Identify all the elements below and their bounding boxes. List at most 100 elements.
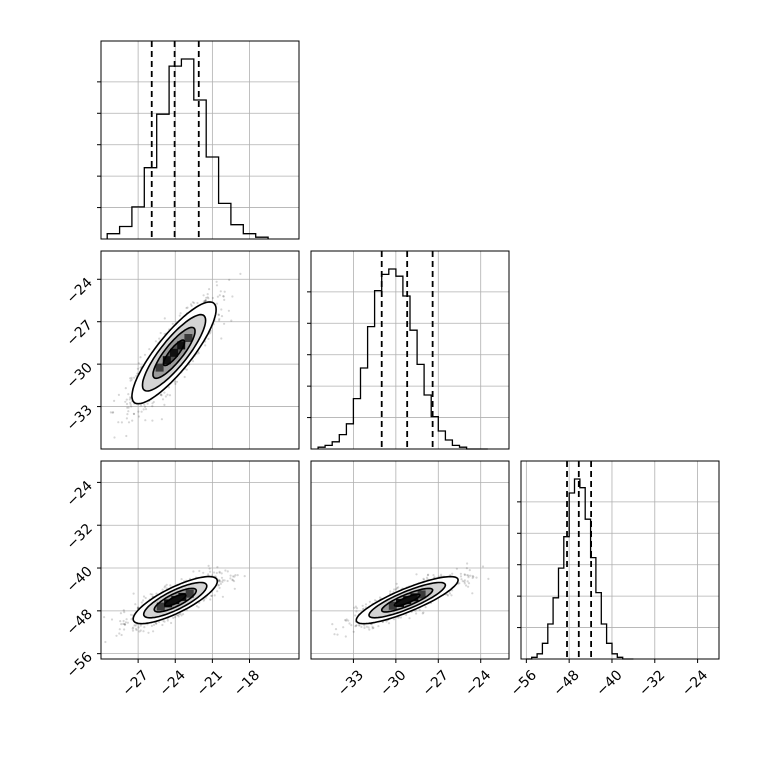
scatter-point <box>122 619 125 623</box>
scatter-point <box>342 626 345 629</box>
panel-frame-2-0 <box>100 460 300 660</box>
density-cell <box>184 334 193 342</box>
scatter-point <box>471 574 474 578</box>
scatter-point <box>209 570 212 573</box>
scatter-point <box>129 613 133 616</box>
scatter-point <box>467 576 470 579</box>
scatter-point <box>174 382 177 385</box>
scatter-point <box>217 313 220 317</box>
scatter-point <box>216 566 219 569</box>
scatter-point <box>207 337 210 340</box>
contour-2-2-0 <box>153 587 198 613</box>
scatter-point <box>217 584 220 587</box>
scatter-point <box>178 314 181 317</box>
scatter-point <box>118 628 121 631</box>
scatter-point <box>131 419 134 422</box>
scatter-point <box>378 596 382 599</box>
scatter-point <box>129 401 132 404</box>
scatter-point <box>221 579 224 582</box>
scatter-point <box>209 331 212 334</box>
y-tick-label-p1-3: −24 <box>64 275 96 307</box>
scatter-point <box>221 595 224 598</box>
scatter-point <box>133 624 136 627</box>
scatter-point <box>463 582 466 585</box>
scatter-point <box>371 625 374 629</box>
scatter-point <box>196 301 199 305</box>
scatter-point <box>207 297 210 300</box>
scatter-point <box>361 604 364 607</box>
scatter-point <box>117 393 120 396</box>
scatter-point <box>129 396 132 399</box>
density-cell <box>177 341 186 350</box>
scatter-point <box>427 573 430 576</box>
scatter-point <box>144 408 148 411</box>
ticks <box>97 81 699 663</box>
scatter-point <box>163 403 166 406</box>
scatter-point <box>210 594 213 598</box>
scatter-point <box>180 578 183 581</box>
scatter-point <box>213 594 216 597</box>
scatter-point <box>123 611 126 614</box>
scatter-point <box>127 406 130 409</box>
scatter-point <box>139 629 142 632</box>
scatter-point <box>347 619 350 622</box>
scatter-point <box>140 410 143 413</box>
scatter-point <box>397 586 400 589</box>
scatter-point <box>144 596 147 600</box>
scatter-point <box>139 624 142 627</box>
x-tick-label-p1-3: −24 <box>462 667 494 699</box>
scatter-point <box>120 633 123 637</box>
scatter-point <box>368 628 371 631</box>
scatter-point <box>209 598 212 601</box>
x-tick-label-p2-0: −56 <box>508 667 540 699</box>
panel-frames <box>100 40 720 660</box>
scatter-point <box>115 634 118 637</box>
scatter-point <box>152 623 156 627</box>
scatter-point <box>373 599 377 602</box>
scatter-point <box>396 587 399 590</box>
scatter-point <box>348 622 351 625</box>
scatter-point <box>136 367 139 370</box>
scatter-point <box>202 294 205 297</box>
scatter-point <box>190 304 193 307</box>
scatter-point <box>170 621 173 625</box>
scatter-point <box>227 309 230 312</box>
scatter-point <box>231 579 234 582</box>
x-tick-label-p0-3: −18 <box>231 667 263 699</box>
scatter-point <box>152 630 155 633</box>
scatter-point <box>208 288 211 291</box>
scatter-point <box>140 601 143 604</box>
scatter-point <box>331 623 334 626</box>
scatter-point <box>466 580 469 583</box>
scatter-point <box>344 635 347 638</box>
scatter-point <box>169 584 172 587</box>
scatter-point <box>142 599 145 602</box>
histogram-p2 <box>526 478 634 660</box>
scatter-point <box>226 579 229 583</box>
scatter-point <box>161 623 164 627</box>
scatter-point <box>354 614 357 617</box>
scatter-point <box>236 574 239 577</box>
scatter-point <box>367 626 370 629</box>
scatter-point <box>198 569 201 573</box>
scatter-point <box>355 610 358 613</box>
scatter-point <box>178 613 181 616</box>
scatter-point <box>163 586 166 589</box>
scatter-point <box>353 606 356 609</box>
scatter-point <box>125 417 128 420</box>
scatter-point <box>229 577 232 580</box>
scatter-point <box>440 573 443 576</box>
scatter-point <box>202 599 205 602</box>
scatter-point <box>224 569 227 572</box>
scatter-point <box>132 412 135 415</box>
scatter-point <box>151 419 154 422</box>
scatter-point <box>481 565 485 568</box>
scatter-point <box>125 618 128 621</box>
scatter-point <box>140 404 143 407</box>
contour-0-2-1 <box>355 575 459 625</box>
scatter-point <box>123 623 127 626</box>
scatter-point <box>218 571 221 574</box>
scatter-point <box>358 624 361 627</box>
density-cell <box>155 363 164 372</box>
